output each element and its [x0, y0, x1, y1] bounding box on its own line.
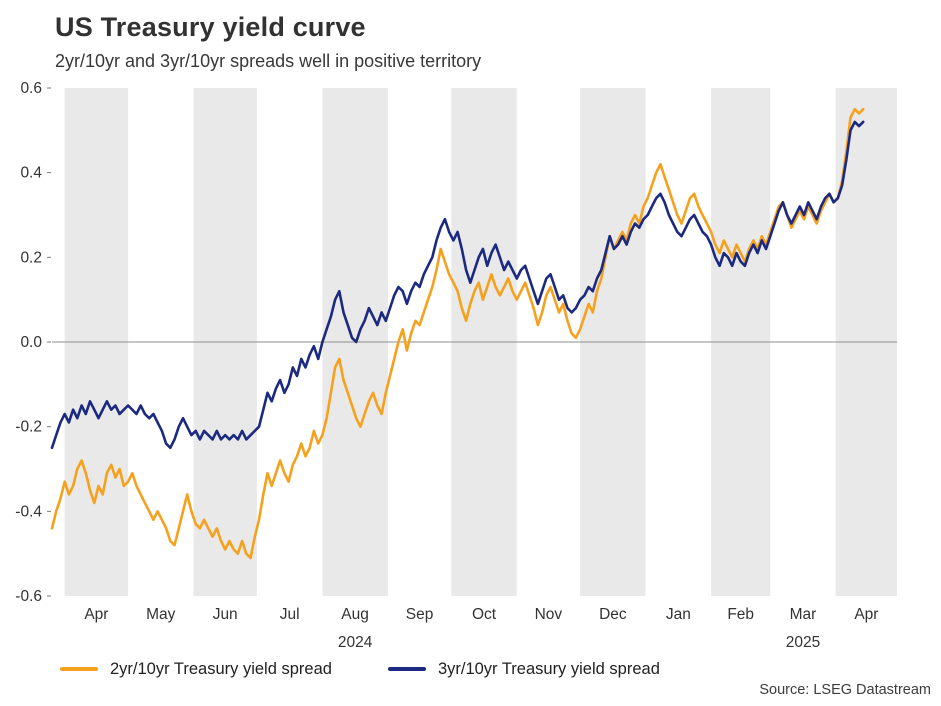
svg-text:0.6: 0.6: [20, 80, 42, 97]
svg-text:2024: 2024: [338, 634, 373, 651]
legend-item-3yr10yr: 3yr/10yr Treasury yield spread: [387, 659, 660, 679]
svg-text:Apr: Apr: [84, 606, 108, 623]
svg-text:Mar: Mar: [790, 606, 817, 623]
svg-text:-0.2: -0.2: [15, 419, 42, 436]
legend-swatch-orange-line: [60, 667, 98, 671]
svg-text:0.0: 0.0: [20, 334, 42, 351]
svg-text:Aug: Aug: [341, 606, 369, 623]
svg-text:Jan: Jan: [666, 606, 691, 623]
svg-text:Sep: Sep: [406, 606, 434, 623]
source-attribution: Source: LSEG Datastream: [759, 682, 931, 698]
svg-text:Feb: Feb: [727, 606, 754, 623]
legend-item-2yr10yr: 2yr/10yr Treasury yield spread: [60, 660, 332, 679]
svg-text:2025: 2025: [786, 634, 820, 651]
chart-subtitle: 2yr/10yr and 3yr/10yr spreads well in po…: [55, 51, 482, 71]
y-axis-labels: 0.6 0.4 0.2 0.0 -0.2 -0.4 -0.6: [15, 80, 51, 605]
chart-title: US Treasury yield curve: [55, 12, 366, 42]
svg-text:0.2: 0.2: [20, 249, 42, 266]
x-axis-labels: Apr May Jun Jul Aug Sep Oct Nov Dec Jan Feb Mar Apr 2…: [84, 606, 878, 651]
svg-text:0.4: 0.4: [20, 165, 42, 182]
svg-text:Jul: Jul: [280, 606, 300, 623]
legend-swatch-navy-line: [387, 667, 426, 671]
svg-text:-0.4: -0.4: [15, 503, 42, 520]
svg-text:Nov: Nov: [535, 606, 563, 623]
svg-text:May: May: [146, 606, 176, 623]
svg-text:Oct: Oct: [472, 606, 497, 623]
legend-label-3yr10yr: 3yr/10yr Treasury yield spread: [437, 659, 660, 678]
series-line-2yr10yr: [50, 107, 865, 560]
series-line-3yr10yr: [50, 120, 865, 450]
chart-legend: 2yr/10yr Treasury yield spread 3yr/10yr …: [0, 654, 941, 684]
svg-text:Apr: Apr: [854, 606, 878, 623]
svg-text:Dec: Dec: [599, 606, 627, 623]
legend-label-2yr10yr: 2yr/10yr Treasury yield spread: [110, 659, 332, 678]
svg-text:Jun: Jun: [213, 606, 238, 623]
svg-text:-0.6: -0.6: [15, 588, 42, 605]
chart-svg: 0.6 0.4 0.2 0.0 -0.2 -0.4 -0.6 Apr May Jun Jul Aug S…: [15, 80, 897, 651]
chart-header: US Treasury yield curve 2yr/10yr and 3yr…: [0, 0, 941, 72]
